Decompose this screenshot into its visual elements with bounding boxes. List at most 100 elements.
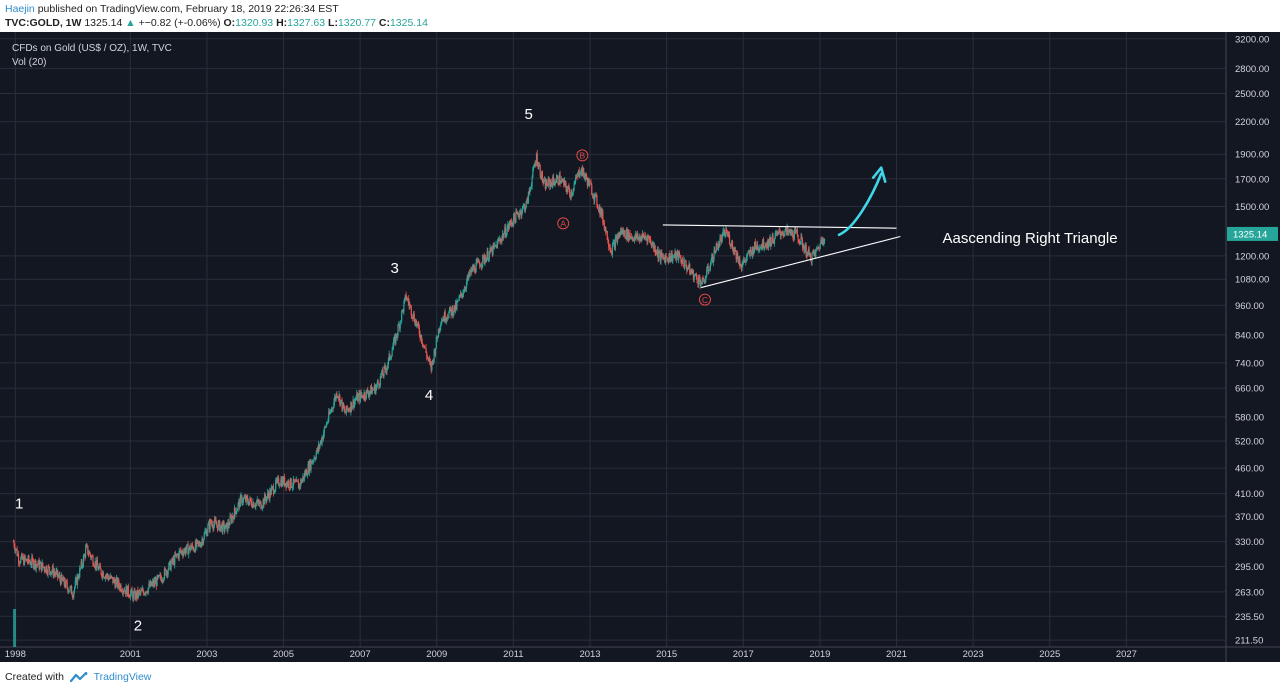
candle-body: [86, 544, 88, 546]
candle-body: [407, 298, 409, 303]
candle-body: [432, 360, 434, 362]
candle-body: [468, 272, 471, 276]
candle-body: [187, 544, 189, 555]
candle-body: [394, 336, 396, 344]
triangle-support-line[interactable]: [700, 235, 901, 289]
candle-body: [16, 548, 18, 556]
candle-body: [327, 420, 329, 423]
candle-body: [580, 173, 582, 175]
price-axis-label: 2800.00: [1235, 64, 1269, 75]
candle-body: [602, 222, 605, 224]
candle-body: [733, 247, 735, 253]
candle-body: [429, 361, 432, 364]
candle-body: [548, 178, 550, 181]
candle-body: [528, 191, 530, 193]
candle-body: [59, 574, 61, 580]
candle-body: [181, 550, 183, 554]
candle-body: [280, 479, 283, 487]
price-axis-label: 1200.00: [1235, 251, 1269, 262]
tradingview-brand-link[interactable]: TradingView: [93, 671, 152, 683]
candle-body: [331, 407, 334, 409]
candle-body: [43, 567, 45, 571]
candle-body: [293, 478, 295, 483]
candle-body: [591, 184, 593, 195]
candle-body: [72, 596, 74, 598]
candle-body: [227, 522, 230, 526]
candle-body: [218, 520, 220, 523]
candle-body: [169, 560, 171, 564]
candle-body: [745, 257, 748, 259]
candle-body: [170, 563, 172, 570]
price-axis-label: 410.00: [1235, 489, 1264, 500]
candle-body: [400, 320, 402, 322]
candle-body: [46, 572, 48, 575]
candle-body: [654, 245, 656, 253]
wave-circle-label: B: [580, 151, 586, 161]
candle-body: [583, 174, 586, 179]
candle-body: [728, 234, 730, 236]
candle-body: [659, 251, 661, 261]
candle-body: [290, 478, 292, 488]
candle-body: [650, 243, 653, 247]
author-link[interactable]: Haejin: [5, 3, 35, 15]
candle-body: [429, 358, 431, 362]
candle-body: [558, 174, 560, 185]
candle-body: [540, 175, 542, 180]
candle-body: [524, 207, 527, 211]
candle-body: [110, 575, 112, 579]
candle-body: [712, 254, 714, 263]
candle-body: [595, 193, 597, 196]
candle-body: [435, 336, 437, 348]
candle-body: [158, 575, 160, 577]
candle-body: [698, 276, 700, 280]
volume-indicator-label[interactable]: Vol (20): [12, 57, 47, 68]
candle-body: [273, 492, 275, 494]
candle-body: [51, 566, 54, 572]
candle-body: [283, 477, 286, 486]
candle-body: [150, 581, 152, 586]
chart-panel[interactable]: 3200.00 2800.00 2500.00 2200.00 1900.00 1700.…: [0, 32, 1280, 662]
candle-body: [332, 407, 334, 409]
price-axis-label: 330.00: [1235, 537, 1264, 548]
candle-body: [477, 260, 479, 262]
candle-body: [709, 264, 712, 270]
candle-body: [632, 237, 634, 240]
candle-body: [101, 572, 104, 577]
candle-body: [374, 385, 376, 394]
candle-body: [747, 252, 749, 254]
candle-body: [773, 240, 775, 244]
candle-body: [703, 281, 706, 284]
candle-body: [731, 241, 734, 249]
candle-body: [630, 236, 633, 239]
candle-body: [514, 218, 516, 223]
candle-body: [476, 260, 479, 262]
candle-body: [598, 206, 600, 211]
projection-arrow[interactable]: [837, 172, 883, 237]
published-text: published on TradingView.com, February 1…: [37, 3, 339, 15]
candle-body: [152, 581, 154, 586]
candle-body: [689, 264, 691, 274]
candle-body: [157, 575, 159, 578]
candle-body: [211, 522, 213, 524]
candle-body: [617, 236, 619, 239]
candle-body: [800, 236, 802, 244]
candle-body: [645, 237, 647, 239]
candle-body: [741, 264, 743, 269]
candle-body: [627, 229, 629, 240]
candle-body: [62, 577, 65, 582]
candle-body: [252, 502, 255, 508]
up-triangle-icon: ▲: [125, 17, 136, 29]
triangle-resistance-line[interactable]: [662, 224, 897, 229]
candle-body: [37, 564, 39, 566]
candle-body: [89, 552, 91, 556]
candle-body: [177, 554, 179, 556]
candle-body: [48, 567, 51, 572]
candle-body: [727, 234, 729, 236]
candle-body: [797, 235, 799, 241]
candle-body: [169, 560, 171, 570]
candle-body: [302, 476, 304, 480]
candle-body: [612, 242, 614, 246]
candle-body: [700, 281, 702, 287]
price-chart[interactable]: 3200.00 2800.00 2500.00 2200.00 1900.00 1700.…: [0, 32, 1280, 662]
wave-circle-marker: [576, 149, 589, 162]
